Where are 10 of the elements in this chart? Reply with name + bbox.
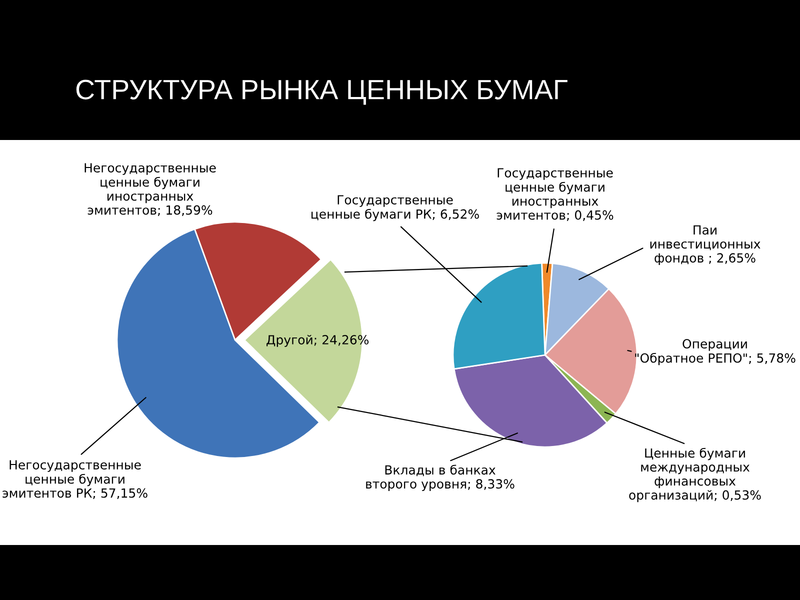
slice-label: Паи инвестиционных фондов ; 2,65%	[650, 225, 760, 266]
slice-label: Негосударственные ценные бумаги иностранных эмитентов; 18,59%	[84, 163, 216, 216]
slice-label: Ценные бумаги международных финансовых организаций; 0,53%	[629, 448, 761, 502]
slice-label: Вклады в банках второго уровня; 8,33%	[366, 464, 514, 492]
slice-label: Операции "Обратное РЕПО"; 5,78%	[635, 339, 796, 366]
slice-label: Другой; 24,26%	[266, 334, 369, 347]
slice-label: Государственные ценные бумаги РК; 6,52%	[312, 195, 479, 222]
chart-title: СТРУКТУРА РЫНКА ЦЕННЫХ БУМАГ	[76, 80, 568, 105]
slice-label: Негосударственные ценные бумаги эмитентов РК; 57,15%	[2, 460, 148, 500]
slice-label: Государственные ценные бумаги иностранных эмитентов; 0,45%	[496, 168, 614, 222]
